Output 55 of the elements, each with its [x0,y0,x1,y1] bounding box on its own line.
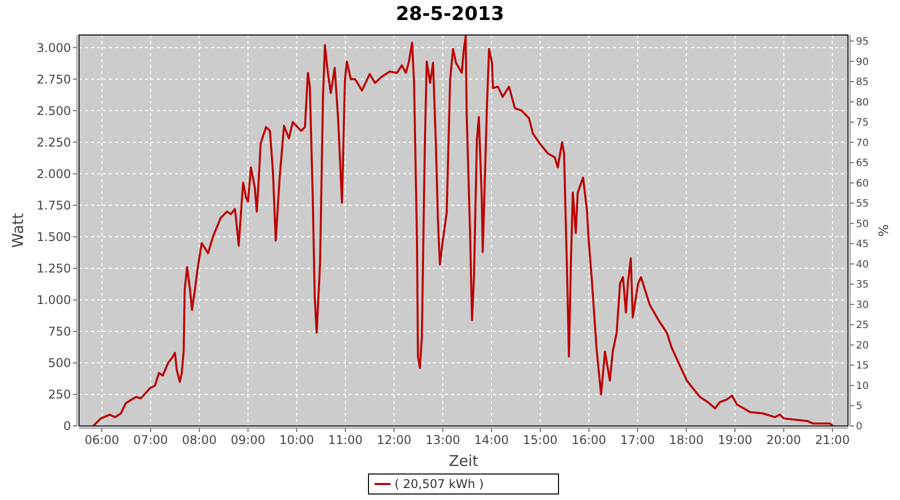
y2-tick-label: 60 [856,178,869,190]
y-tick-label: 2.500 [36,104,71,118]
y-tick-label: 2.750 [36,72,71,86]
x-tick-label: 11:00 [328,433,363,447]
y-tick-label: 2.250 [36,135,71,150]
y2-tick-label: 30 [856,300,869,311]
x-tick-label: 12:00 [376,433,412,447]
legend-label: ( 20,507 kWh ) [394,477,484,492]
x-tick-label: 17:00 [620,433,655,447]
y-tick-label: 2.000 [36,166,71,181]
line-series [92,35,834,426]
x-tick-label: 19:00 [718,433,752,447]
y2-tick-label: 25 [856,320,869,332]
y2-tick-label: 40 [856,259,869,270]
y2-tick-label: 50 [856,218,869,230]
y-tick-label: 0 [63,419,71,434]
y-tick-label: 250 [48,388,71,402]
y-tick-label: 1.500 [36,230,71,244]
x-tick-label: 18:00 [669,433,704,447]
y2-tick-label: 55 [856,198,869,210]
y2-tick-label: 45 [856,239,869,250]
y2-tick-label: 90 [856,56,869,68]
y2-tick-label: 10 [856,380,869,392]
x-tick-label: 20:00 [766,433,802,447]
y2-tick-label: 0 [856,422,862,432]
y2-tick-label: 35 [856,280,869,291]
y2-tick-label: 95 [856,36,869,48]
y2-tick-label: 65 [856,158,869,170]
y-tick-label: 1.250 [36,262,71,276]
x-tick-label: 21:00 [815,433,850,447]
y-tick-label: 750 [48,324,71,339]
y2-tick-label: 85 [856,77,869,88]
y-tick-label: 3.000 [36,40,71,55]
y2-axis-title: % [877,224,892,237]
y2-tick-label: 70 [856,138,869,149]
x-tick-label: 06:00 [84,433,120,447]
x-tick-label: 10:00 [279,433,314,447]
y2-tick-label: 75 [856,118,869,129]
x-tick-label: 15:00 [522,433,558,447]
x-tick-label: 13:00 [426,433,460,447]
x-axis-title: Zeit [448,452,478,470]
x-tick-label: 07:00 [133,433,168,447]
y-tick-label: 500 [48,356,71,370]
y-tick-label: 1.750 [36,198,71,212]
y2-tick-label: 20 [856,340,869,352]
y2-tick-label: 5 [856,401,862,412]
y2-tick-label: 15 [856,360,869,372]
x-tick-label: 08:00 [182,433,217,447]
y-axis-title: Watt [9,212,27,248]
y2-tick-label: 80 [856,97,869,108]
y-tick-label: 1.000 [36,293,71,308]
x-tick-label: 09:00 [230,433,266,447]
x-tick-label: 14:00 [474,433,509,447]
chart-title: 28-5-2013 [396,3,504,25]
x-tick-label: 16:00 [572,433,606,447]
